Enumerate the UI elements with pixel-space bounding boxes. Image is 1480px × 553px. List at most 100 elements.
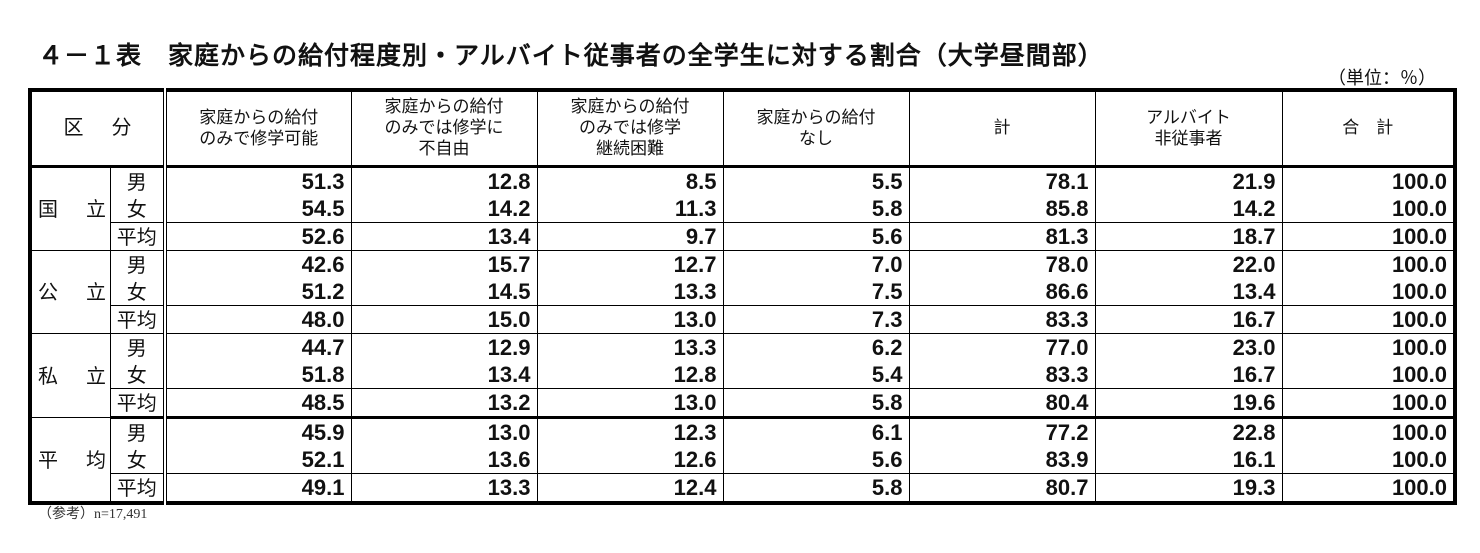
column-header: 家庭からの給付 のみで修学可能 bbox=[164, 89, 352, 168]
value-cell: 14.2 bbox=[350, 195, 538, 223]
value-cell: 100.0 bbox=[1281, 222, 1456, 251]
value-cell: 13.4 bbox=[350, 361, 538, 389]
value-cell: 100.0 bbox=[1281, 388, 1456, 419]
value-cell: 80.7 bbox=[908, 473, 1096, 504]
group-char-1: 国 bbox=[38, 197, 58, 221]
value-cell: 7.0 bbox=[722, 250, 910, 278]
table-row: 平均男 45.9 13.0 12.3 6.1 77.2 22.8 100.0 bbox=[29, 417, 1456, 504]
value-cell: 100.0 bbox=[1281, 278, 1456, 306]
value-cell: 49.1 bbox=[164, 473, 352, 504]
value-cell: 13.3 bbox=[536, 278, 724, 306]
value-cell: 7.5 bbox=[722, 278, 910, 306]
reference-note: （参考）n=17,491 bbox=[38, 507, 148, 522]
group-char-1: 公 bbox=[38, 280, 58, 304]
value-cell: 5.8 bbox=[722, 473, 910, 504]
table-title: ４－１表 家庭からの給付程度別・アルバイト従事者の全学生に対する割合（大学昼間部… bbox=[38, 41, 1104, 70]
value-cell: 12.6 bbox=[536, 446, 724, 474]
value-cell: 19.6 bbox=[1094, 388, 1283, 419]
value-cell: 83.3 bbox=[908, 305, 1096, 334]
row-label: 女 bbox=[109, 446, 167, 474]
value-cell: 13.3 bbox=[536, 333, 724, 361]
value-cell: 100.0 bbox=[1281, 446, 1456, 474]
value-cell: 100.0 bbox=[1281, 333, 1456, 361]
value-cell: 12.7 bbox=[536, 250, 724, 278]
row-label: 平均 bbox=[109, 388, 167, 419]
value-cell: 12.9 bbox=[350, 333, 538, 361]
value-cell: 51.3 bbox=[164, 166, 352, 195]
row-label: 男 bbox=[109, 417, 167, 446]
value-cell: 22.0 bbox=[1094, 250, 1283, 278]
value-cell: 78.1 bbox=[908, 166, 1096, 195]
value-cell: 13.2 bbox=[350, 388, 538, 419]
column-header: 家庭からの給付 なし bbox=[722, 89, 910, 168]
value-cell: 5.4 bbox=[722, 361, 910, 389]
value-cell: 8.5 bbox=[536, 166, 724, 195]
data-table: 区分 家庭からの給付 のみで修学可能 家庭からの給付 のみでは修学に 不自由 家庭か… bbox=[28, 88, 1457, 505]
column-header: 家庭からの給付 のみでは修学 継続困難 bbox=[536, 89, 724, 168]
header-kubun: 区分 bbox=[29, 89, 167, 168]
value-cell: 5.6 bbox=[722, 446, 910, 474]
value-cell: 12.4 bbox=[536, 473, 724, 504]
group-char-2: 立 bbox=[86, 363, 106, 388]
value-cell: 52.6 bbox=[164, 222, 352, 251]
column-header: 計 bbox=[908, 89, 1096, 168]
value-cell: 100.0 bbox=[1281, 195, 1456, 223]
value-cell: 15.7 bbox=[350, 250, 538, 278]
value-cell: 5.8 bbox=[722, 388, 910, 419]
group-char-2: 均 bbox=[86, 447, 106, 472]
group-char-1: 私 bbox=[38, 363, 58, 388]
value-cell: 51.8 bbox=[164, 361, 352, 389]
kubun-char-2: 分 bbox=[111, 115, 132, 139]
table-row: 女 51.2 14.5 13.3 7.5 86.6 13.4 100.0 bbox=[30, 278, 1456, 306]
value-cell: 54.5 bbox=[164, 195, 352, 223]
value-cell: 14.5 bbox=[350, 278, 538, 306]
value-cell: 13.4 bbox=[1094, 278, 1283, 306]
group-label: 国立 bbox=[29, 166, 111, 251]
value-cell: 6.1 bbox=[722, 417, 910, 446]
value-cell: 48.5 bbox=[164, 388, 352, 419]
value-cell: 13.6 bbox=[350, 446, 538, 474]
row-label: 男 bbox=[109, 250, 167, 278]
value-cell: 22.8 bbox=[1094, 417, 1283, 446]
table-row: 女 54.5 14.2 11.3 5.8 85.8 14.2 100.0 bbox=[30, 195, 1456, 223]
row-label: 男 bbox=[109, 166, 167, 195]
table-row: 女 52.1 13.6 12.6 5.6 83.9 16.1 100.0 bbox=[30, 446, 1456, 474]
group-label: 公立 bbox=[29, 250, 111, 334]
value-cell: 14.2 bbox=[1094, 195, 1283, 223]
table-row: 公立男 42.6 15.7 12.7 7.0 78.0 22.0 100.0 bbox=[29, 250, 1456, 334]
value-cell: 7.3 bbox=[722, 305, 910, 334]
value-cell: 12.8 bbox=[536, 361, 724, 389]
value-cell: 100.0 bbox=[1281, 473, 1456, 504]
table-row: 私立男 44.7 12.9 13.3 6.2 77.0 23.0 100.0 bbox=[29, 333, 1456, 418]
row-label: 女 bbox=[109, 361, 167, 389]
row-label: 女 bbox=[109, 195, 167, 223]
header-row: 区分 家庭からの給付 のみで修学可能 家庭からの給付 のみでは修学に 不自由 家庭か… bbox=[29, 89, 1456, 168]
table-row: 平均 49.1 13.3 12.4 5.8 80.7 19.3 100.0 bbox=[30, 473, 1456, 504]
value-cell: 77.2 bbox=[908, 417, 1096, 446]
value-cell: 78.0 bbox=[908, 250, 1096, 278]
value-cell: 85.8 bbox=[908, 195, 1096, 223]
value-cell: 100.0 bbox=[1281, 250, 1456, 278]
table-row: 平均 52.6 13.4 9.7 5.6 81.3 18.7 100.0 bbox=[30, 222, 1456, 251]
value-cell: 86.6 bbox=[908, 278, 1096, 306]
value-cell: 42.6 bbox=[164, 250, 352, 278]
row-label: 男 bbox=[109, 333, 167, 361]
value-cell: 12.8 bbox=[350, 166, 538, 195]
table-row: 女 51.8 13.4 12.8 5.4 83.3 16.7 100.0 bbox=[30, 361, 1456, 389]
value-cell: 11.3 bbox=[536, 195, 724, 223]
value-cell: 83.9 bbox=[908, 446, 1096, 474]
value-cell: 18.7 bbox=[1094, 222, 1283, 251]
value-cell: 12.3 bbox=[536, 417, 724, 446]
value-cell: 48.0 bbox=[164, 305, 352, 334]
row-label: 平均 bbox=[109, 305, 167, 334]
value-cell: 80.4 bbox=[908, 388, 1096, 419]
value-cell: 51.2 bbox=[164, 278, 352, 306]
row-label: 平均 bbox=[109, 473, 167, 504]
value-cell: 23.0 bbox=[1094, 333, 1283, 361]
value-cell: 16.7 bbox=[1094, 305, 1283, 334]
value-cell: 16.7 bbox=[1094, 361, 1283, 389]
value-cell: 5.6 bbox=[722, 222, 910, 251]
value-cell: 19.3 bbox=[1094, 473, 1283, 504]
table-row: 平均 48.0 15.0 13.0 7.3 83.3 16.7 100.0 bbox=[30, 305, 1456, 334]
group-label: 平均 bbox=[29, 417, 111, 504]
